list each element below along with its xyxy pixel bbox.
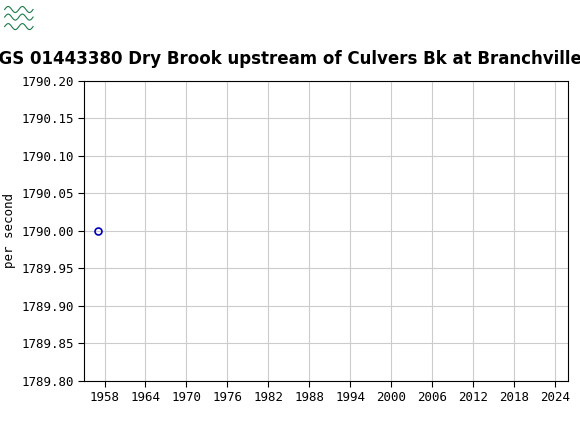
Bar <box>3 3 35 35</box>
Text: USGS: USGS <box>39 9 108 29</box>
Text: USGS 01443380 Dry Brook upstream of Culvers Bk at Branchville NJ: USGS 01443380 Dry Brook upstream of Culv… <box>0 50 580 68</box>
Y-axis label: Annual Peak Streamflow, in cubic feet
per second: Annual Peak Streamflow, in cubic feet pe… <box>0 92 16 369</box>
